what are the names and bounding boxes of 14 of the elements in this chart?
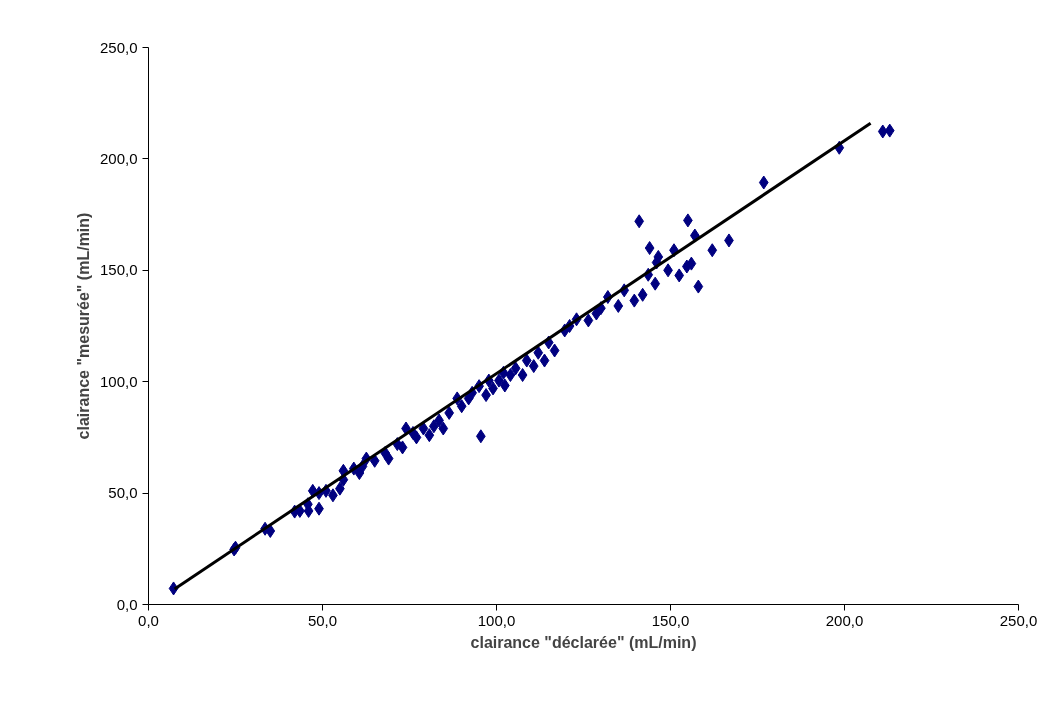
x-tick-label: 50,0 xyxy=(307,611,338,629)
y-tick-label: 0,0 xyxy=(116,595,138,613)
y-tick-label: 100,0 xyxy=(99,372,138,390)
x-tick-label: 200,0 xyxy=(825,611,864,629)
y-tick-label: 200,0 xyxy=(99,149,138,167)
x-tick-label: 150,0 xyxy=(651,611,690,629)
y-tick-label: 250,0 xyxy=(99,38,138,56)
x-axis-title: clairance "déclarée" (mL/min) xyxy=(470,633,697,651)
x-tick-label: 100,0 xyxy=(477,611,516,629)
x-tick-label: 250,0 xyxy=(999,611,1038,629)
y-tick-label: 50,0 xyxy=(108,484,138,502)
x-tick-label: 0,0 xyxy=(138,611,159,629)
y-axis-title: clairance "mesurée" (mL/min) xyxy=(74,212,92,440)
y-tick-label: 150,0 xyxy=(99,261,138,279)
